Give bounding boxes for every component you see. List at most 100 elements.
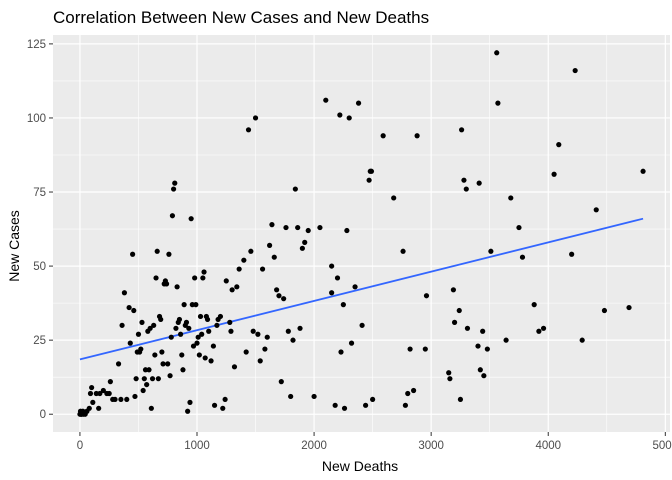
x-tick-label: 4000: [535, 440, 561, 452]
data-point: [178, 331, 184, 337]
data-point: [299, 245, 305, 251]
data-point: [536, 328, 542, 334]
data-point: [640, 168, 646, 174]
data-point: [519, 254, 526, 260]
data-point: [380, 133, 386, 139]
data-point: [288, 393, 294, 400]
data-point: [166, 251, 172, 257]
data-point: [214, 322, 220, 328]
data-point: [477, 367, 483, 373]
data-point: [152, 352, 158, 358]
data-point: [359, 322, 365, 328]
plot-panel: [53, 35, 670, 432]
y-tick-label: 25: [33, 335, 46, 347]
data-point: [204, 316, 211, 323]
data-point: [451, 319, 458, 325]
y-axis-ticks: 0 25 50 75 100 125: [27, 39, 53, 421]
data-point: [276, 293, 282, 299]
data-point: [450, 287, 457, 293]
data-point: [269, 222, 275, 228]
data-point: [195, 334, 201, 340]
data-point: [196, 352, 202, 358]
data-point: [446, 370, 452, 376]
x-tick-label: 3000: [418, 440, 444, 452]
data-point: [228, 328, 234, 334]
data-point: [90, 399, 96, 405]
y-tick-label: 0: [40, 409, 46, 421]
data-point: [148, 405, 154, 411]
data-point: [508, 195, 514, 201]
data-point: [223, 278, 229, 284]
data-point: [278, 379, 284, 385]
data-point: [201, 269, 207, 275]
data-point: [172, 180, 178, 186]
data-point: [149, 376, 156, 382]
data-point: [193, 302, 199, 308]
data-point: [169, 213, 176, 219]
data-point: [334, 275, 341, 281]
data-point: [463, 186, 469, 192]
data-point: [503, 337, 509, 343]
data-point: [569, 251, 575, 257]
y-axis-title: New Cases: [6, 210, 22, 282]
data-point: [410, 387, 417, 394]
data-point: [341, 405, 348, 411]
data-point: [250, 328, 256, 334]
data-point: [220, 405, 226, 411]
data-point: [176, 316, 183, 323]
y-tick-label: 100: [27, 113, 46, 125]
data-point: [402, 402, 409, 408]
data-point: [346, 115, 352, 121]
data-point: [593, 207, 599, 213]
data-point: [190, 343, 197, 349]
data-point: [252, 115, 259, 121]
data-point: [131, 307, 137, 314]
data-point: [133, 376, 139, 382]
data-point: [391, 195, 397, 201]
data-point: [488, 248, 494, 254]
data-point: [202, 355, 208, 361]
y-tick-label: 75: [33, 187, 46, 199]
data-point: [323, 97, 329, 103]
trend-line-group: [79, 217, 644, 361]
data-point: [329, 290, 335, 296]
data-point: [407, 346, 413, 352]
data-point: [311, 393, 317, 400]
data-point: [97, 390, 103, 397]
data-point: [147, 325, 153, 331]
data-point: [255, 331, 261, 337]
data-point: [231, 364, 238, 370]
data-point: [192, 275, 198, 281]
data-point: [480, 328, 486, 334]
grid-lines: [53, 35, 670, 432]
data-point: [475, 343, 481, 349]
data-point: [540, 325, 547, 331]
data-point: [100, 387, 106, 394]
data-point: [259, 266, 266, 272]
data-point: [423, 293, 430, 299]
data-point: [118, 396, 124, 403]
data-point: [165, 361, 171, 367]
data-point: [283, 224, 289, 231]
data-point: [186, 325, 192, 331]
data-point: [245, 127, 252, 133]
data-point: [400, 248, 406, 254]
data-point: [302, 239, 308, 245]
data-point: [127, 340, 133, 346]
data-point: [151, 322, 157, 328]
data-point: [572, 67, 578, 74]
data-point: [266, 242, 273, 248]
data-point: [140, 387, 146, 394]
x-tick-label: 2000: [301, 440, 327, 452]
y-tick-label: 50: [33, 261, 46, 273]
data-point: [160, 361, 166, 367]
data-point: [187, 399, 193, 405]
data-point: [89, 384, 95, 391]
data-point: [194, 340, 200, 346]
data-point: [456, 307, 462, 314]
data-point: [87, 390, 94, 397]
data-point: [317, 224, 323, 231]
data-point: [262, 346, 268, 352]
